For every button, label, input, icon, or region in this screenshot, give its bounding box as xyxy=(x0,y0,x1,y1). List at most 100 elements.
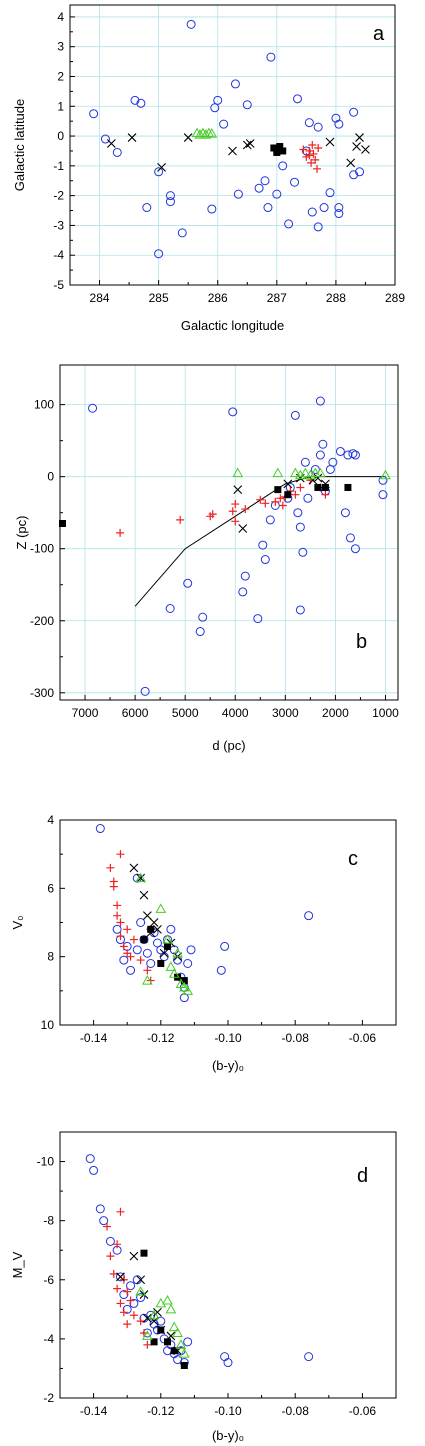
data-point-circle xyxy=(112,147,122,157)
data-point-circle xyxy=(293,508,303,518)
data-point-circle xyxy=(179,993,189,1003)
data-point-circle xyxy=(219,119,229,129)
data-point-circle xyxy=(139,935,149,945)
x-tick-label: 287 xyxy=(267,291,287,305)
data-point-triangle xyxy=(175,1339,187,1349)
data-point-circle xyxy=(303,493,313,503)
data-point-plus xyxy=(109,882,118,891)
x-tick-label: -0.10 xyxy=(214,1404,242,1418)
grid xyxy=(70,5,396,286)
data-point-cross xyxy=(228,146,237,156)
data-point-plus xyxy=(136,1317,145,1326)
data-point-triangle xyxy=(135,1286,146,1296)
data-point-circle xyxy=(258,540,268,550)
data-point-triangle xyxy=(142,1330,153,1340)
y-tick-label: 4 xyxy=(47,813,54,827)
data-point-plus xyxy=(307,158,316,167)
data-point-circle xyxy=(295,605,305,615)
data-point-circle xyxy=(119,955,129,965)
data-point-circle xyxy=(238,587,248,597)
data-point-circle xyxy=(254,183,264,193)
data-point-plus xyxy=(271,497,280,506)
data-point-square xyxy=(314,483,322,491)
y-tick-label: -10 xyxy=(37,1155,55,1169)
data-point-circle xyxy=(304,118,314,128)
data-point-circle xyxy=(146,959,156,968)
data-point-triangle xyxy=(168,1321,180,1332)
data-point-plus xyxy=(276,494,285,503)
data-point-cross xyxy=(129,1251,139,1261)
y-tick-label: 0 xyxy=(47,470,54,484)
data-point-circle xyxy=(350,544,360,554)
series-triangle xyxy=(191,127,218,139)
data-point-square xyxy=(147,925,155,933)
data-point-triangle xyxy=(175,978,187,988)
data-point-triangle xyxy=(305,469,316,480)
data-point-circle xyxy=(328,457,338,467)
data-point-circle xyxy=(315,396,325,406)
series-circle xyxy=(95,824,314,1003)
data-point-plus xyxy=(296,483,305,492)
data-point-triangle xyxy=(206,128,218,138)
data-point-cross xyxy=(149,918,159,927)
panel-letter: a xyxy=(373,23,385,45)
y-tick-label: 2 xyxy=(57,69,64,83)
data-point-circle xyxy=(349,170,359,180)
data-point-cross xyxy=(106,139,116,148)
y-tick-label: 6 xyxy=(47,881,54,895)
data-point-square xyxy=(180,1361,188,1369)
data-point-plus xyxy=(261,499,270,508)
data-point-triangle xyxy=(178,981,190,992)
data-point-circle xyxy=(136,98,146,108)
data-point-plus xyxy=(116,528,125,537)
series-triangle xyxy=(232,467,391,480)
data-point-plus xyxy=(231,517,240,526)
y-axis-label: V₀ xyxy=(10,915,25,929)
data-point-circle xyxy=(284,219,294,229)
series-cross xyxy=(233,473,330,533)
data-point-cross xyxy=(238,524,248,533)
panel-b: 7000 6000 5000 4000 3000 2000 1000-300-200-100… xyxy=(14,364,399,753)
data-point-triangle xyxy=(197,127,209,138)
data-point-square xyxy=(276,142,284,150)
data-point-triangle xyxy=(172,947,183,958)
data-point-circle xyxy=(207,204,217,214)
data-point-triangle xyxy=(135,872,146,883)
y-axis-label: Z (pc) xyxy=(14,516,29,550)
data-point-square xyxy=(140,1249,148,1257)
x-tick-label: -0.14 xyxy=(80,1031,108,1045)
series-triangle xyxy=(135,872,194,995)
data-point-circle xyxy=(140,686,150,696)
data-point-plus xyxy=(305,151,314,160)
x-axis-label: d (pc) xyxy=(212,738,245,753)
data-point-triangle xyxy=(148,1309,160,1320)
data-point-plus xyxy=(321,490,330,499)
y-tick-label: -200 xyxy=(30,614,54,628)
data-point-circle xyxy=(240,571,250,581)
data-point-square xyxy=(164,942,172,950)
data-point-plus xyxy=(228,507,237,516)
data-point-square xyxy=(157,960,165,967)
data-point-plus xyxy=(143,1340,152,1349)
data-point-square xyxy=(180,977,188,985)
data-point-circle xyxy=(290,177,300,187)
data-point-circle xyxy=(195,627,205,637)
data-point-circle xyxy=(349,107,359,117)
panel-a: 284 285 286 287 288 289 -5 -4 -3 -2 -1 0 1 2 3 4 Galacti… xyxy=(12,4,405,333)
series-plus xyxy=(116,476,330,537)
data-point-circle xyxy=(156,1316,166,1326)
data-point-circle xyxy=(298,547,308,557)
data-point-triangle xyxy=(155,903,167,913)
data-point-square xyxy=(59,519,67,527)
data-point-circle xyxy=(266,52,276,62)
y-tick-label: -100 xyxy=(30,542,54,556)
data-point-circle xyxy=(378,490,388,500)
data-point-circle xyxy=(132,945,142,955)
data-point-plus xyxy=(113,1240,122,1249)
data-point-triangle xyxy=(142,975,153,985)
data-point-square xyxy=(344,483,352,491)
data-point-cross xyxy=(361,145,370,154)
x-tick-label: -0.08 xyxy=(282,1404,310,1418)
data-point-circle xyxy=(325,188,335,198)
y-tick-label: -8 xyxy=(43,1214,54,1228)
